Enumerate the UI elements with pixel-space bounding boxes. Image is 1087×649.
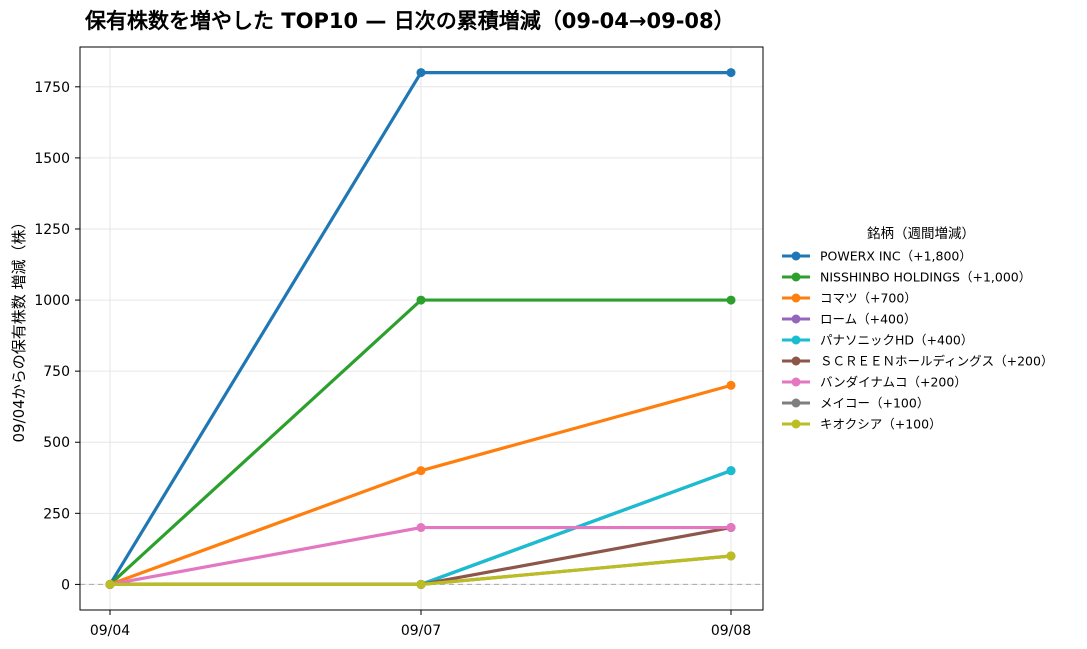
y-tick-label: 1250 [34, 222, 70, 238]
data-point [726, 551, 736, 561]
legend-item[interactable]: ＳＣＲＥＥＮホールディングス（+200） [782, 354, 1053, 369]
data-point [416, 466, 426, 476]
legend-swatch-marker [791, 314, 801, 324]
legend-item[interactable]: メイコー（+100） [782, 396, 929, 411]
legend-item[interactable]: コマツ（+700） [782, 291, 917, 306]
series-8 [105, 551, 736, 589]
data-point [726, 466, 736, 476]
y-axis-label: 09/04からの保有株数 増減（株） [10, 215, 28, 443]
legend-swatch-marker [791, 272, 801, 282]
series-layer [105, 68, 736, 589]
legend-label: ＳＣＲＥＥＮホールディングス（+200） [820, 354, 1053, 369]
legend-label: NISSHINBO HOLDINGS（+1,000） [820, 270, 1031, 285]
y-tick-label: 0 [61, 577, 70, 593]
y-tick-label: 1750 [34, 80, 70, 96]
legend-title: 銘柄（週間増減） [867, 225, 975, 242]
legend-label: ローム（+400） [820, 312, 916, 327]
series-1 [105, 295, 736, 589]
legend-label: バンダイナムコ（+200） [820, 375, 967, 390]
x-tick-label: 09/08 [711, 623, 751, 639]
data-point [416, 523, 426, 533]
data-point [726, 295, 736, 305]
x-tick-label: 09/04 [90, 623, 130, 639]
data-point [416, 295, 426, 305]
legend-swatch-marker [791, 356, 801, 366]
legend-swatch-marker [791, 377, 801, 387]
y-tick-label: 1500 [34, 151, 70, 167]
data-point [726, 380, 736, 390]
legend-label: コマツ（+700） [820, 291, 917, 306]
legend-label: キオクシア（+100） [820, 417, 942, 432]
legend-item[interactable]: ローム（+400） [782, 312, 916, 327]
legend-swatch-marker [791, 398, 801, 408]
legend-swatch-marker [791, 335, 801, 345]
legend-swatch-marker [791, 251, 801, 261]
data-point [416, 579, 426, 589]
legend-item[interactable]: POWERX INC（+1,800） [782, 249, 972, 264]
axes: 0 250 500 750 1000 1250 1500 1750 09/04 09/07 09/0… [34, 80, 751, 639]
chart-title: 保有株数を増やした TOP10 — 日次の累積増減（09-04→09-08） [84, 9, 735, 33]
y-tick-label: 1000 [34, 293, 70, 309]
legend-item[interactable]: パナソニックHD（+400） [782, 333, 973, 348]
legend-swatch-marker [791, 419, 801, 429]
legend-label: パナソニックHD（+400） [820, 333, 973, 348]
legend-item[interactable]: バンダイナムコ（+200） [782, 375, 967, 390]
legend-swatch-marker [791, 293, 801, 303]
y-tick-label: 500 [43, 435, 70, 451]
legend-item[interactable]: NISSHINBO HOLDINGS（+1,000） [782, 270, 1031, 285]
data-point [726, 523, 736, 533]
data-point [726, 68, 736, 78]
legend[interactable]: 銘柄（週間増減） POWERX INC（+1,800） NISSHINBO HOL… [782, 225, 1053, 432]
y-tick-label: 750 [43, 364, 70, 380]
y-tick-label: 250 [43, 506, 70, 522]
x-tick-label: 09/07 [401, 623, 441, 639]
legend-item[interactable]: キオクシア（+100） [782, 417, 942, 432]
legend-label: メイコー（+100） [820, 396, 929, 411]
data-point [416, 68, 426, 78]
legend-label: POWERX INC（+1,800） [820, 249, 972, 264]
data-point [105, 579, 115, 589]
